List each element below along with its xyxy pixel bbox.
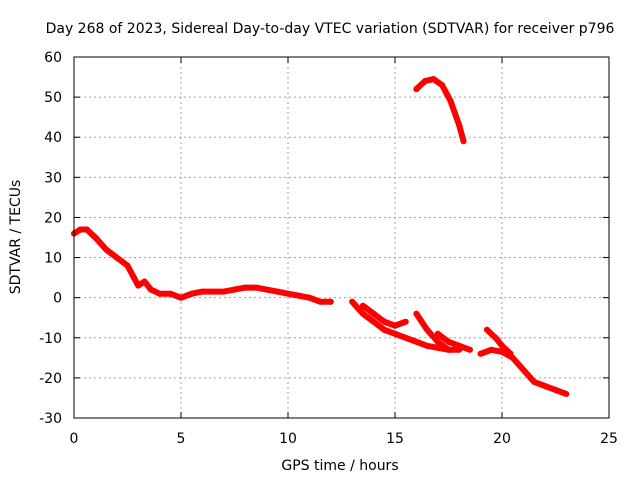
data-point [413,338,420,345]
data-point [77,226,84,233]
plot-frame [73,56,610,419]
chart-title: Day 268 of 2023, Sidereal Day-to-day VTE… [46,21,615,37]
data-point [317,298,324,305]
data-point [430,76,437,83]
data-point [130,274,137,281]
x-axis-label: GPS time / hours [281,458,398,474]
data-point [349,298,356,305]
x-tick-label: 20 [493,431,511,447]
data-point [83,226,90,233]
data-point [274,288,281,295]
data-point [499,342,505,349]
data-point [103,246,110,253]
data-point [552,386,559,393]
series-line-trace-19-upper [484,326,514,357]
data-point [424,342,431,349]
y-tick-label: 30 [44,170,62,186]
data-point [434,338,441,345]
data-point [178,294,184,301]
data-point [424,326,431,333]
data-point [359,302,366,309]
data-point [445,338,452,345]
series-line-trace-branch-16 [413,310,452,353]
data-point [148,286,154,293]
y-tick-label: -10 [39,331,62,347]
y-tick-label: 50 [44,90,62,106]
data-point [370,318,377,325]
data-point [477,350,484,357]
data-point [507,350,514,357]
y-tick-label: 40 [44,130,62,146]
data-point [252,284,259,291]
data-point [370,310,377,317]
data-point [456,342,463,349]
data-point [402,318,409,325]
data-point [531,378,538,385]
data-point [392,330,398,337]
data-point [413,86,420,93]
grid-lines [74,57,609,418]
data-point [402,334,409,341]
data-point [199,288,206,295]
y-tick-label: 60 [44,50,62,66]
x-axis-ticks: 0 5 10 15 20 25 [70,57,618,447]
x-tick-label: 10 [279,431,297,447]
data-point [113,254,120,261]
x-tick-label: 0 [70,431,79,447]
data-point [242,284,249,291]
data-point [327,298,334,305]
x-tick-label: 5 [177,431,186,447]
data-point [466,346,473,353]
data-point [210,288,217,295]
y-tick-label: -30 [39,411,62,427]
data-point [306,294,313,301]
data-point [563,390,570,397]
data-point [124,262,131,269]
data-point [263,286,270,293]
data-point [285,290,291,297]
data-point [156,290,163,297]
y-tick-label: 0 [53,291,62,307]
data-point [231,286,238,293]
data-point [413,310,420,317]
data-point [220,288,227,295]
data-point [492,334,499,341]
x-tick-label: 25 [600,431,618,447]
data-point [188,290,195,297]
data-point [488,346,495,353]
data-point [434,330,441,337]
y-tick-label: -20 [39,371,62,387]
y-axis-label: SDTVAR / TECUs [8,180,24,295]
y-tick-label: 10 [44,251,62,267]
data-point [541,382,548,389]
data-point [92,234,99,241]
data-point [295,292,302,299]
series-line-trace-branch-17 [434,330,473,353]
data-point [445,346,452,353]
data-point [135,282,142,289]
data-point [520,366,527,373]
data-point [447,98,454,105]
data-point [456,122,463,129]
y-axis-ticks: -30 -20 -10 0 10 20 30 40 50 60 [39,50,609,427]
x-tick-label: 15 [386,431,404,447]
data-point [422,78,428,85]
data-point [381,326,388,333]
data-series-group [71,76,570,397]
series-line-main-trace [71,226,334,305]
data-point [460,138,467,145]
series-line-trace-high [413,76,467,145]
data-point [141,278,148,285]
data-point [392,322,398,329]
data-point [167,290,174,297]
y-tick-label: 20 [44,210,62,226]
data-point [359,310,366,317]
data-point [484,326,490,333]
data-point [381,318,388,325]
data-point [439,82,446,89]
